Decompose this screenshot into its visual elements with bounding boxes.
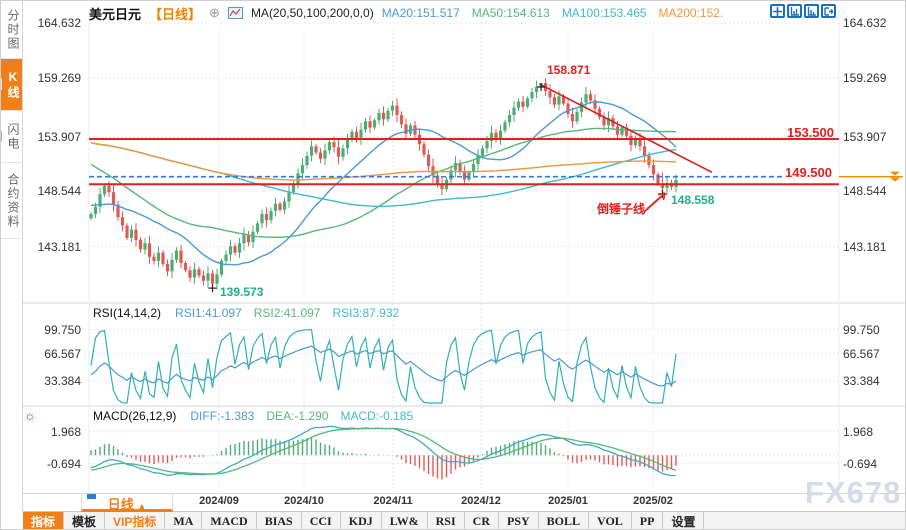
y-axis-label: 148.544 [37,184,81,198]
x-axis-label: 2024/11 [373,495,413,507]
toolbar-item-12[interactable]: BOLL [539,512,590,529]
indicator-value: RSI3:87.932 [332,306,400,320]
period-tab-daily[interactable]: 日线 ▲ [81,494,173,512]
watermark: FX678 [805,475,902,510]
y-axis-label: 99.750 [44,322,81,337]
bottom-toolbar: 指标 模板 VIP指标 MA MACD BIAS CCI KDJ LW& RSI CR PSY BOLL… [23,512,905,529]
y-axis-label: -0.694 [843,456,878,471]
macd-settings-icon[interactable]: ☼ [24,408,36,423]
y-axis-label: 66.567 [44,346,81,361]
top-bar: 美元日元 【日线】 ⊕ MA(20,50,100,200,0,0) MA20:1… [89,4,735,22]
ma-settings-label[interactable]: MA(20,50,100,200,0,0) [250,6,374,20]
x-axis-label: 2024/09 [199,495,239,507]
y-axis-label: 153.907 [843,129,887,144]
y-axis-label: 164.632 [843,16,887,30]
symbol-title: 美元日元 [89,6,142,22]
chevron-up-icon: ▲ [137,501,147,511]
resistance-price-label[interactable]: 153.500 [787,125,834,140]
y-axis-label: 159.269 [843,71,887,85]
y-axis-label: 164.632 [37,16,81,30]
toolbar-item-14[interactable]: PP [632,512,664,529]
toolbar-item-6[interactable]: CCI [302,512,341,529]
toolbar-item-2[interactable]: VIP指标 [105,512,166,529]
sidebar-item-0[interactable]: 分时图 [1,1,22,59]
toolbar-item-8[interactable]: LW& [382,512,428,529]
indicator-value: MA20:151.517 [381,6,460,20]
indicator-value: DIFF:-1.383 [190,409,255,423]
popout-icon[interactable] [821,4,836,18]
indicator-chart-icon [227,7,243,19]
toolbar-item-11[interactable]: PSY [499,512,539,529]
y-axis-label: 159.269 [37,71,81,85]
y-axis-label: 33.384 [843,374,880,388]
sidebar-item-2[interactable]: 闪电图 [1,111,22,163]
crosshair-icon[interactable] [770,4,785,18]
y-axis-zoom-icon[interactable] [787,4,802,18]
indicator-value: MA200:152. [658,6,724,20]
y-axis-label: 143.181 [843,239,887,254]
period-label: 【日线】 [149,6,202,22]
x-axis-zoom-icon[interactable] [804,4,819,18]
indicator-value: RSI1:41.097 [175,306,242,320]
y-axis-label: 66.567 [843,346,880,361]
chart-tools [770,4,836,18]
toolbar-item-5[interactable]: BIAS [257,512,302,529]
annotation-recent-low: 148.558 [671,193,715,207]
indicator-value: MA50:154.613 [471,6,550,20]
x-axis-label: 2024/10 [284,495,324,507]
indicator-value: DEA:-1.290 [266,409,329,423]
ma-values: MA20:151.517 MA50:154.613 MA100:153.465 MA2… [382,6,736,20]
toolbar-item-7[interactable]: KDJ [341,512,382,529]
sidebar-item-3[interactable]: 合约资料 [1,163,22,239]
toolbar-item-13[interactable]: VOL [589,512,632,529]
sidebar-item-1[interactable]: K线图 [1,59,22,111]
x-axis-row: 日线 ▲ [23,493,905,512]
rsi-title[interactable]: RSI(14,14,2) [93,306,162,320]
indicator-value: MACD:-0.185 [340,409,414,423]
toolbar-item-4[interactable]: MACD [202,512,257,529]
y-axis-label: 1.968 [50,424,81,439]
y-axis-label: 33.384 [44,374,81,388]
y-axis-label: 1.968 [843,424,874,439]
scroll-handle[interactable] [87,494,96,499]
toolbar-item-9[interactable]: RSI [428,512,465,529]
x-axis-label: 2024/12 [461,495,501,507]
macd-title[interactable]: MACD(26,12,9) [93,409,177,423]
macd-values: DIFF:-1.383 DEA:-1.290 MACD:-0.185 [190,409,425,423]
toolbar-item-1[interactable]: 模板 [64,512,106,529]
add-compare-icon[interactable]: ⊕ [209,5,220,20]
x-axis-label: 2025/02 [633,495,673,507]
rsi-header: RSI(14,14,2) RSI1:41.097 RSI2:41.097 RSI3:… [93,306,411,320]
y-axis-label: 143.181 [37,239,81,254]
toolbar-item-15[interactable]: 设置 [663,512,705,529]
left-sidebar: 分时图K线图闪电图合约资料 [1,1,23,511]
toolbar-item-10[interactable]: CR [465,512,499,529]
annotation-low-price: 139.573 [220,285,264,299]
y-axis-label: 99.750 [843,322,880,337]
x-axis-label: 2025/01 [548,495,588,507]
annotation-high-price: 158.871 [547,63,591,77]
alert-price-label[interactable]: 149.500 [785,165,832,180]
y-axis-label: 153.907 [37,129,81,144]
y-axis-label: -0.694 [46,456,81,471]
macd-header: MACD(26,12,9) DIFF:-1.383 DEA:-1.290 MACD:… [93,409,425,423]
annotation-pattern-label: 倒锤子线 [597,202,646,216]
toolbar-item-3[interactable]: MA [165,512,203,529]
rsi-values: RSI1:41.097 RSI2:41.097 RSI3:87.932 [175,306,411,320]
toolbar-item-0[interactable]: 指标 [23,512,65,529]
indicator-value: RSI2:41.097 [253,306,321,320]
indicator-value: MA100:153.465 [561,6,647,20]
y-axis-label: 148.544 [843,184,887,198]
